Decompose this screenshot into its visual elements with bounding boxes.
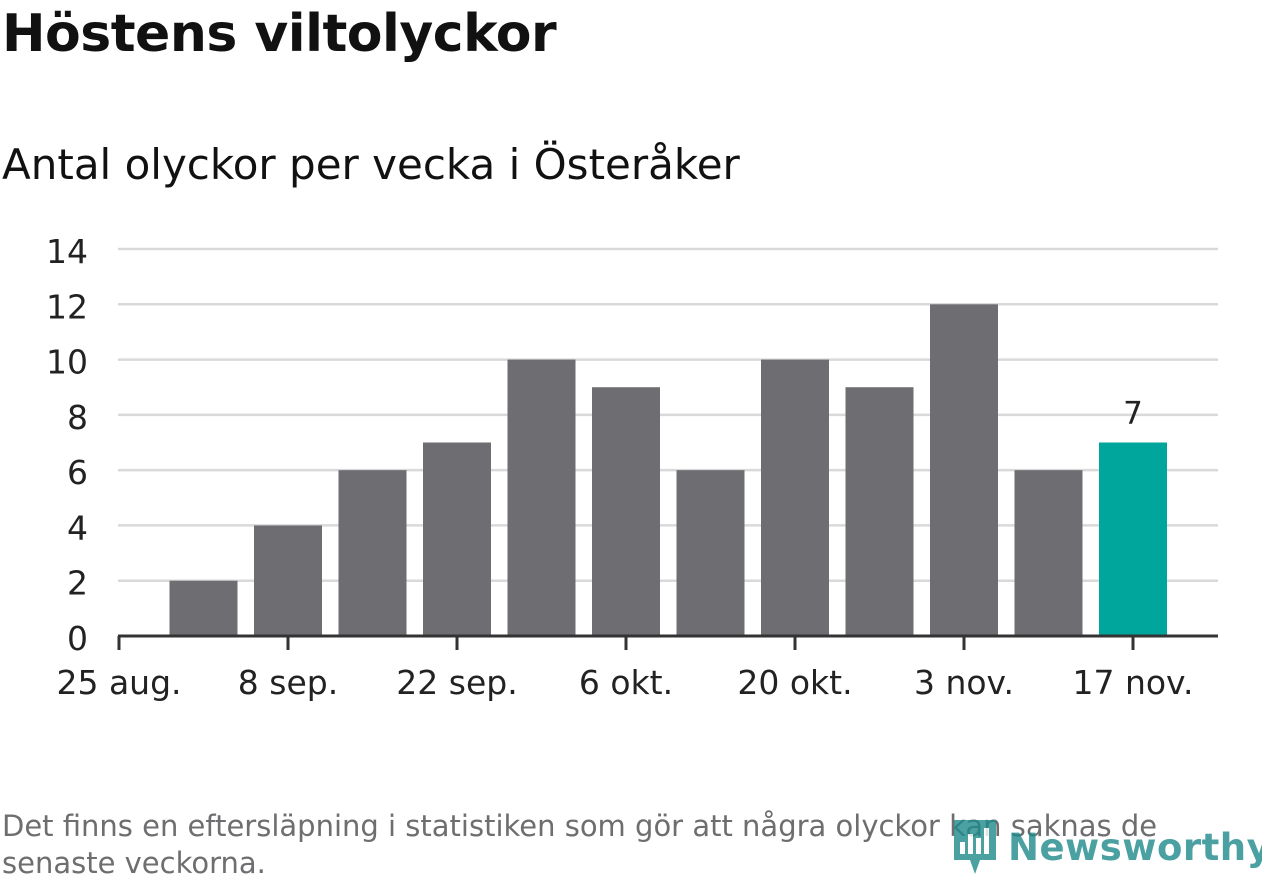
y-axis-labels: 0 2 4 6 8 10 12 14 [46, 232, 88, 658]
bar [169, 580, 238, 636]
y-tick-label: 12 [46, 287, 88, 326]
bar [845, 387, 914, 636]
x-axis-labels: 25 aug. 8 sep. 22 sep. 6 okt. 20 okt. 3 nov. 1… [56, 663, 1193, 702]
x-tick-label: 17 nov. [1072, 663, 1193, 702]
newsworthy-logo-icon [954, 820, 996, 874]
bar-value-label: 7 [1123, 396, 1143, 432]
bar-highlight [1099, 442, 1167, 636]
bar [761, 359, 829, 636]
x-tick-label: 20 okt. [737, 663, 852, 702]
x-tick-label: 6 okt. [579, 663, 673, 702]
bar [676, 470, 745, 636]
bar [1014, 470, 1083, 636]
bar [423, 442, 491, 636]
y-tick-label: 2 [67, 564, 88, 603]
bars [169, 304, 1167, 636]
y-tick-label: 14 [46, 232, 88, 271]
bar [592, 387, 660, 636]
logo-text: Newsworthy [1008, 825, 1262, 869]
y-tick-label: 4 [67, 508, 88, 547]
bar [254, 525, 322, 636]
y-tick-label: 10 [46, 343, 88, 382]
x-tick-label: 3 nov. [914, 663, 1014, 702]
bar [507, 359, 576, 636]
y-tick-label: 0 [67, 619, 88, 658]
x-tick-label: 25 aug. [56, 663, 181, 702]
x-tick-label: 8 sep. [238, 663, 338, 702]
y-tick-label: 8 [67, 398, 88, 437]
chart-title: Höstens viltolyckor [2, 4, 557, 64]
bar [930, 304, 998, 636]
annotations: 7 [1123, 396, 1143, 432]
bar [338, 470, 407, 636]
x-axis [117, 634, 1218, 650]
y-tick-label: 6 [67, 453, 88, 492]
chart-subtitle: Antal olyckor per vecka i Österåker [2, 140, 740, 189]
newsworthy-logo: Newsworthy [950, 816, 1262, 878]
x-tick-label: 22 sep. [396, 663, 517, 702]
